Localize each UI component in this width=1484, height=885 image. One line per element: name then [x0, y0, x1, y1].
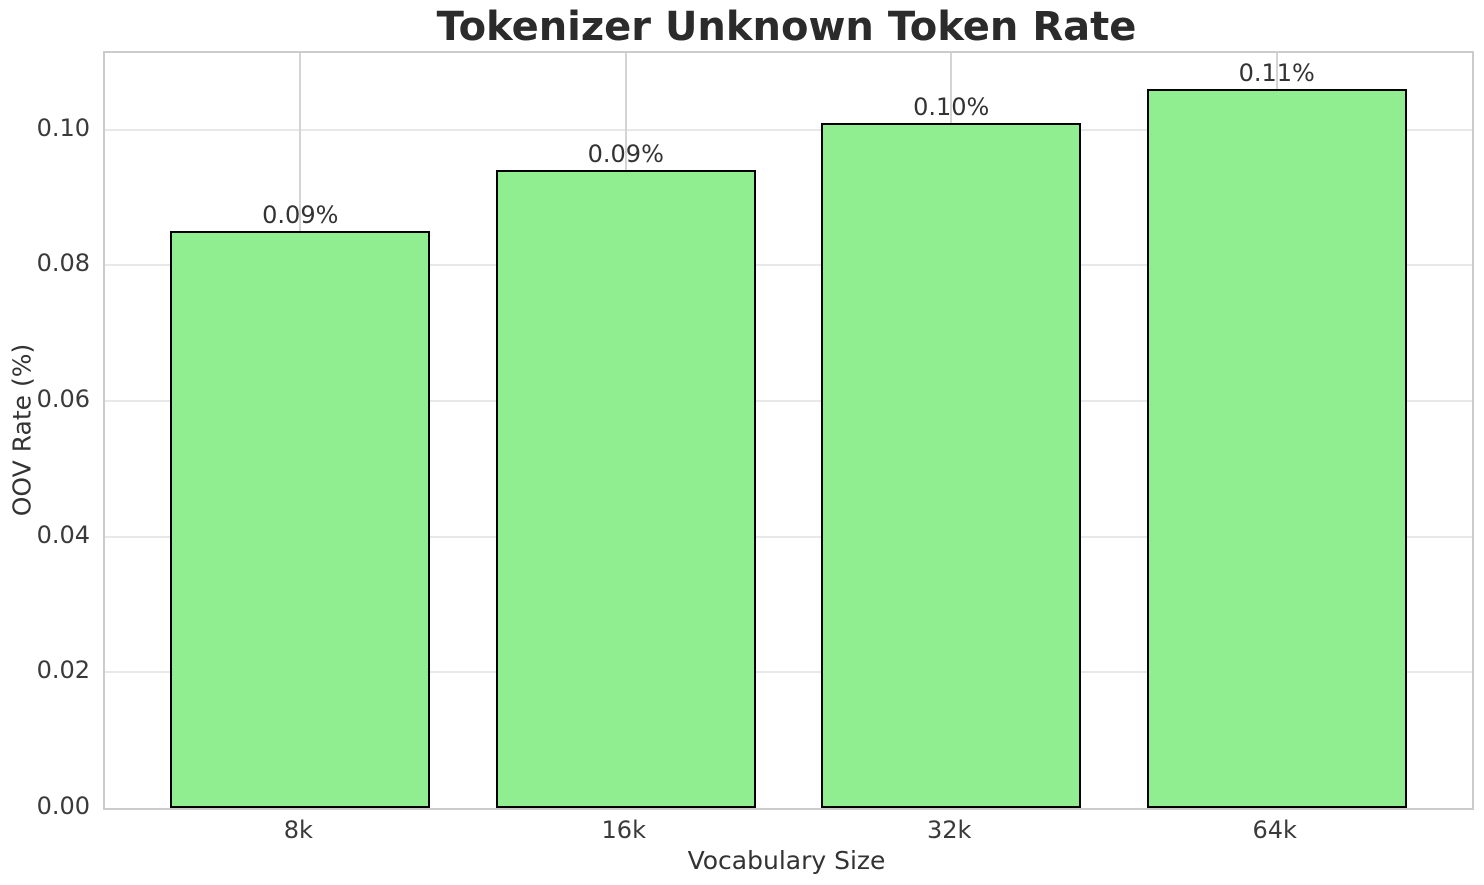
x-tick-label: 16k [601, 816, 646, 844]
bar-value-label: 0.09% [262, 201, 339, 230]
h-gridline [105, 671, 1472, 674]
y-tick-label: 0.10 [36, 113, 90, 142]
bar-32k [821, 122, 1082, 808]
x-tick-label: 8k [283, 816, 313, 844]
chart-title: Tokenizer Unknown Token Rate [436, 4, 1137, 50]
bar-value-label: 0.11% [1238, 58, 1315, 87]
y-axis-label: OOV Rate (%) [7, 343, 37, 517]
y-tick-label: 0.04 [36, 520, 90, 549]
y-tick-label: 0.02 [36, 656, 90, 685]
h-gridline [105, 264, 1472, 267]
bar-value-label: 0.10% [913, 92, 990, 121]
h-gridline [105, 399, 1472, 402]
bar-8k [170, 231, 431, 808]
bar-64k [1146, 88, 1407, 808]
bar-16k [495, 170, 756, 808]
x-tick-label: 64k [1252, 816, 1297, 844]
plot-area: 0.09% 0.09% 0.10% 0.11% [103, 51, 1474, 810]
x-tick-label: 32k [927, 816, 972, 844]
y-tick-label: 0.06 [36, 384, 90, 413]
x-axis-label: Vocabulary Size [687, 846, 886, 875]
bar-value-label: 0.09% [587, 140, 664, 169]
y-tick-label: 0.08 [36, 249, 90, 278]
h-gridline [105, 128, 1472, 131]
h-gridline [105, 535, 1472, 538]
y-tick-label: 0.00 [36, 792, 90, 820]
